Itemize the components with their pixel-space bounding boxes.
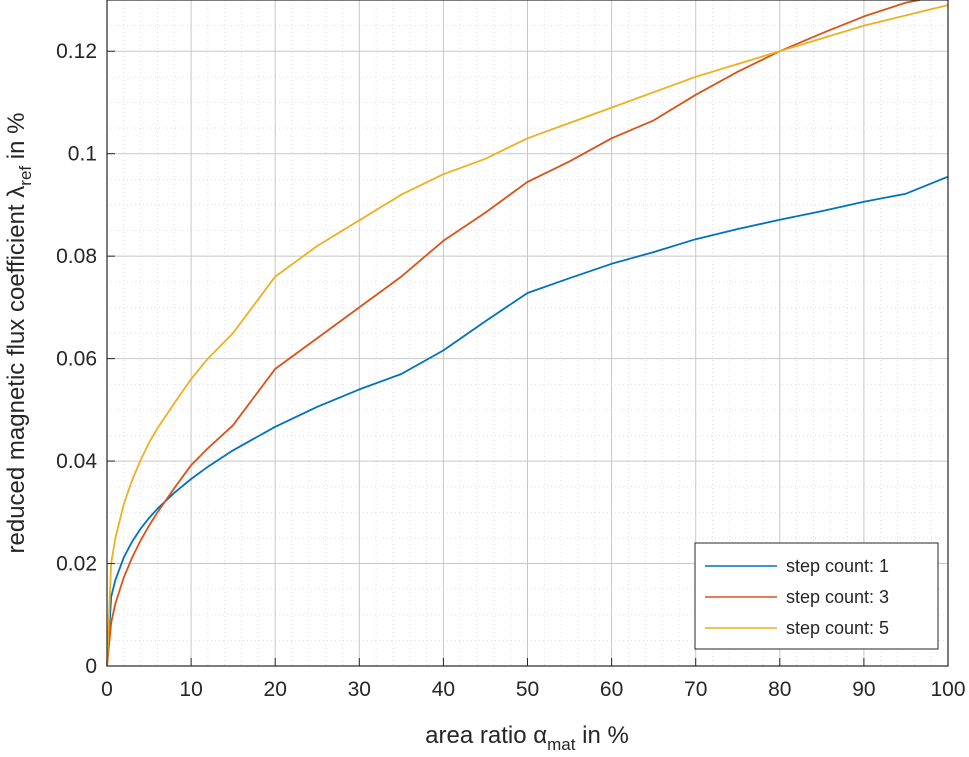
x-tick-label: 100 [930,678,965,701]
y-tick-label: 0.06 [56,348,97,371]
x-tick-label: 20 [264,678,287,701]
y-tick-label: 0.02 [56,553,97,576]
legend-label-step-5: step count: 5 [786,618,889,638]
y-tick-label: 0.04 [56,450,97,473]
tick-marks [106,50,949,667]
x-tick-label: 60 [600,678,623,701]
x-tick-label: 70 [684,678,707,701]
x-tick-label: 40 [432,678,455,701]
y-tick-labels: 0 0.02 0.04 0.06 0.08 0.1 0.12 [56,40,97,678]
x-tick-label: 80 [768,678,791,701]
y-tick-label: 0 [85,655,97,678]
x-axis-label: area ratio αmat in % [425,722,629,754]
y-tick-label: 0.12 [56,40,97,63]
x-tick-label: 50 [516,678,539,701]
x-tick-label: 0 [101,678,113,701]
series-line-1 [106,175,949,667]
x-tick-label: 30 [348,678,371,701]
x-tick-label: 10 [179,678,202,701]
y-tick-label: 0.08 [56,245,97,268]
legend-box [694,542,939,650]
series-line-3 [106,4,949,667]
y-tick-label: 0.1 [68,143,97,166]
series-layer [106,0,949,667]
legend-label-step-1: step count: 1 [786,556,889,576]
x-tick-labels: 0 10 20 30 40 50 60 70 80 90 100 [101,678,965,701]
legend-label-step-3: step count: 3 [786,587,889,607]
legend: step count: 1 step count: 3 step count: … [694,542,939,650]
y-axis-label: reduced magnetic flux coefficient λref i… [3,113,35,554]
x-tick-label: 90 [852,678,875,701]
series-line-2 [106,0,921,667]
